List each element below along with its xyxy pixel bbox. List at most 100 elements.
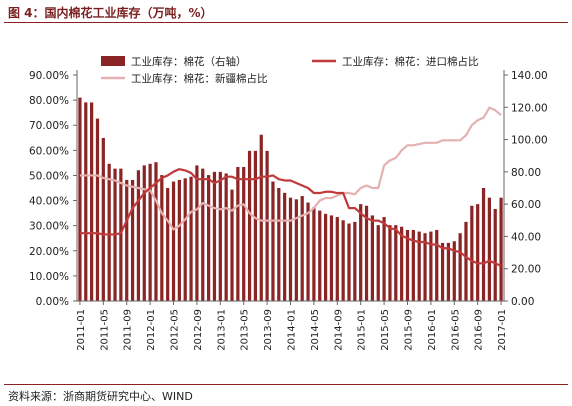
bar-2012-02 xyxy=(154,162,158,301)
bar-2012-09 xyxy=(195,165,199,301)
bar-2015-04 xyxy=(376,225,380,301)
bar-2016-09 xyxy=(476,204,480,301)
x-tick-label: 2012-09 xyxy=(193,309,204,351)
bar-2015-05 xyxy=(382,217,386,301)
bar-2015-06 xyxy=(388,225,392,301)
figure-title: 图 4：国内棉花工业库存（万吨，%） xyxy=(8,6,213,20)
line-xinjiang-cotton-share xyxy=(79,106,502,231)
title-divider xyxy=(4,22,568,23)
y-left-tick-label: 40.00% xyxy=(29,196,69,208)
bar-2014-11 xyxy=(347,223,351,301)
bar-2011-03 xyxy=(90,102,94,301)
bar-2015-03 xyxy=(370,215,374,301)
y-right-tick-label: 80.00 xyxy=(511,167,541,179)
bar-2015-01 xyxy=(359,204,363,301)
bar-2012-07 xyxy=(183,178,187,301)
x-tick-label: 2013-09 xyxy=(263,309,274,351)
bar-2013-08 xyxy=(259,134,263,301)
bar-2012-01 xyxy=(148,163,152,301)
bar-2013-04 xyxy=(236,167,240,301)
bar-2014-12 xyxy=(353,221,357,301)
bar-2013-02 xyxy=(224,173,228,301)
y-left-tick-label: 90.00% xyxy=(29,70,69,82)
bar-2012-12 xyxy=(212,171,217,301)
x-tick-label: 2013-01 xyxy=(216,309,227,351)
y-left-tick-label: 30.00% xyxy=(29,221,69,233)
x-tick-label: 2014-09 xyxy=(333,309,344,351)
bar-2012-03 xyxy=(160,175,164,301)
bar-series-cotton-stock xyxy=(78,97,503,301)
x-tick-label: 2012-05 xyxy=(170,309,181,351)
y-right-tick-label: 120.00 xyxy=(511,102,548,114)
bar-2013-06 xyxy=(247,150,252,301)
y-right-tick-label: 100.00 xyxy=(511,135,548,147)
bar-2011-12 xyxy=(142,165,146,301)
chart-canvas: 0.00% 10.00% 20.00% 30.00% 40.00% 50.00% 60.00… xyxy=(29,55,548,351)
source-note: 资料来源：浙商期货研究中心、WIND xyxy=(8,390,193,403)
bar-2015-02 xyxy=(364,205,369,301)
bar-2014-10 xyxy=(341,220,345,301)
bar-2014-07 xyxy=(323,213,328,301)
y-right-tick-label: 20.00 xyxy=(511,264,541,276)
y-right-tick-label: 140.00 xyxy=(511,70,548,82)
bar-2014-01 xyxy=(288,197,293,301)
y-right-tick-label: 40.00 xyxy=(511,231,541,243)
y-left-tick-label: 50.00% xyxy=(29,170,69,182)
bar-2012-08 xyxy=(189,176,193,301)
y-left-tick-label: 0.00% xyxy=(36,296,69,308)
bar-2016-01 xyxy=(429,231,433,301)
bar-2016-05 xyxy=(452,241,456,301)
x-tick-label: 2017-01 xyxy=(497,309,508,351)
y-left-tick-label: 70.00% xyxy=(29,120,69,132)
y-right-tick-label: 0.00 xyxy=(511,296,534,308)
x-tick-label: 2012-01 xyxy=(146,309,157,351)
y-right-tick-label: 60.00 xyxy=(511,199,541,211)
x-tick-label: 2014-05 xyxy=(310,309,321,351)
bar-2014-02 xyxy=(294,199,298,301)
bar-2014-03 xyxy=(300,196,304,301)
bar-2016-02 xyxy=(435,229,439,301)
bar-2012-05 xyxy=(171,181,176,301)
x-tick-label: 2015-01 xyxy=(357,309,368,351)
bar-2013-12 xyxy=(283,192,287,301)
bar-2012-04 xyxy=(166,188,170,301)
x-tick-label: 2016-01 xyxy=(427,309,438,351)
bar-2015-10 xyxy=(411,229,415,301)
bar-2011-11 xyxy=(136,170,141,301)
line-import-cotton-share xyxy=(79,168,502,267)
bar-2013-01 xyxy=(218,171,222,301)
bar-2015-12 xyxy=(423,233,427,301)
bar-2013-09 xyxy=(265,150,269,301)
bar-2017-01 xyxy=(499,197,503,301)
bar-2011-04 xyxy=(95,118,100,301)
bar-2013-07 xyxy=(253,150,258,301)
bar-2011-09 xyxy=(125,179,129,301)
x-tick-label: 2016-05 xyxy=(450,309,461,351)
axes: 0.00% 10.00% 20.00% 30.00% 40.00% 50.00% 60.00… xyxy=(29,70,548,351)
bar-2011-02 xyxy=(84,102,88,301)
bar-2016-07 xyxy=(464,221,468,301)
bar-2014-08 xyxy=(329,215,334,301)
bar-2011-10 xyxy=(130,179,135,301)
bar-2011-06 xyxy=(107,163,111,301)
x-tick-label: 2013-05 xyxy=(240,309,251,351)
y-left-tick-label: 60.00% xyxy=(29,145,69,157)
x-tick-label: 2016-09 xyxy=(474,309,485,351)
bar-2011-08 xyxy=(119,168,123,301)
bar-2012-10 xyxy=(201,168,205,301)
bar-2011-05 xyxy=(101,137,105,301)
bar-2016-04 xyxy=(446,242,451,301)
x-tick-label: 2011-01 xyxy=(76,309,87,351)
y-left-tick-label: 20.00% xyxy=(29,246,69,258)
bar-2013-03 xyxy=(230,189,234,301)
legend-swatch-bar xyxy=(101,56,125,66)
x-tick-label: 2015-05 xyxy=(380,309,391,351)
x-tick-label: 2015-09 xyxy=(403,309,414,351)
line-series-layer xyxy=(79,106,502,267)
legend-label: 工业库存：棉花：进口棉占比 xyxy=(342,55,479,68)
bar-2015-11 xyxy=(417,231,421,301)
bar-2013-10 xyxy=(271,181,275,301)
bar-2016-08 xyxy=(470,205,474,301)
legend-label: 工业库存：棉花（右轴） xyxy=(131,55,247,68)
bar-2014-04 xyxy=(306,202,310,301)
